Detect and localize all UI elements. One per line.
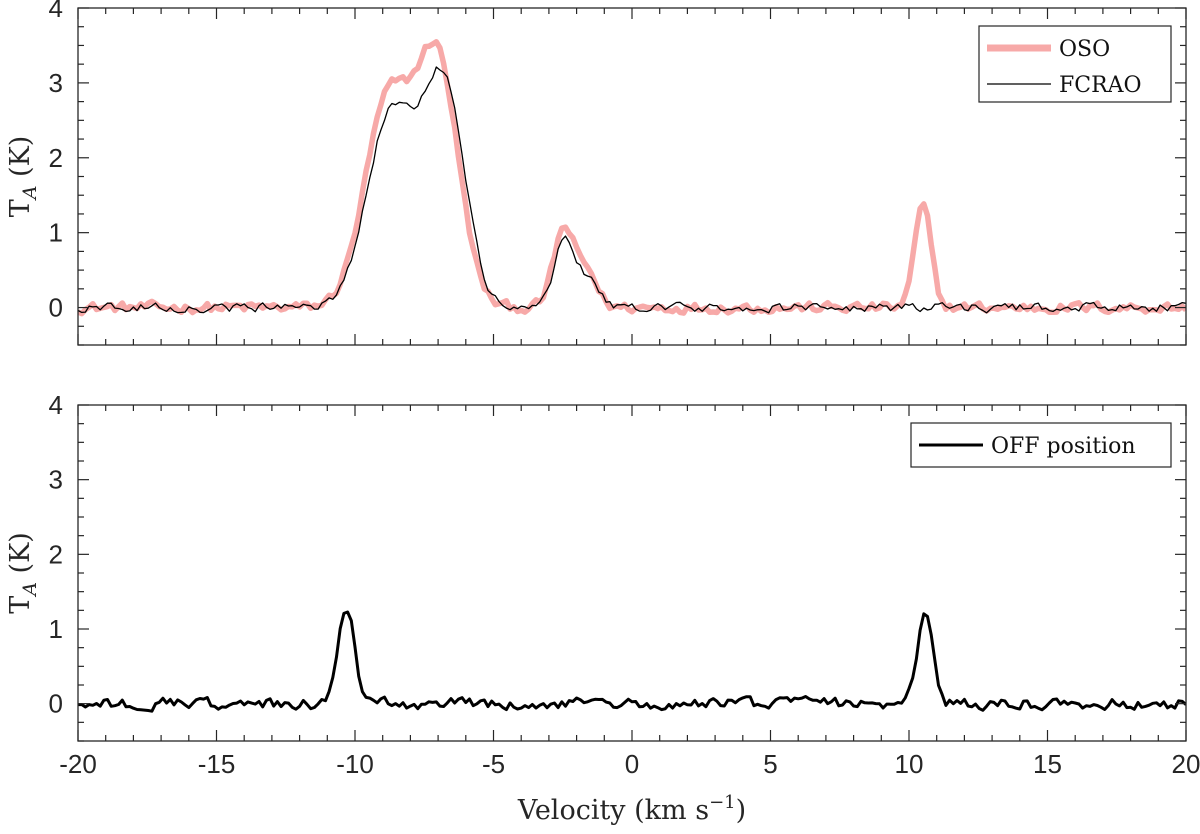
y-axis-label: TA (K) (5, 532, 41, 614)
y-tick-label: 3 (49, 465, 63, 495)
panel-2: -20 -15 -10 -5 0 5 10 15 20 0 1 2 3 4 TA (K) Velocity (… (5, 390, 1200, 826)
x-tick-label: 20 (1172, 749, 1200, 779)
y-tick-label: 4 (49, 0, 63, 23)
x-tick-label: -20 (59, 749, 97, 779)
series-line-off-position (78, 610, 1186, 713)
y-axis-label: TA (K) (5, 136, 41, 218)
legend-box (978, 25, 1172, 103)
legend: OSO FCRAO (978, 25, 1172, 103)
y-tick-label: 4 (49, 390, 63, 420)
legend: OFF position (910, 422, 1172, 468)
x-tick-label: 15 (1033, 749, 1062, 779)
legend-label: OSO (1059, 37, 1110, 62)
x-tick-label: -15 (198, 749, 236, 779)
y-tick-label: 3 (49, 68, 63, 98)
series-line-oso (78, 39, 1186, 317)
legend-label: FCRAO (1059, 73, 1142, 98)
x-tick-label: 0 (625, 749, 639, 779)
y-tick-label: 0 (49, 293, 63, 323)
x-tick-label: -10 (336, 749, 374, 779)
x-tick-label: 5 (763, 749, 777, 779)
legend-label: OFF position (991, 434, 1136, 459)
x-tick-label: 10 (895, 749, 924, 779)
series-line-fcrao (78, 66, 1186, 314)
y-tick-label: 1 (49, 614, 63, 644)
panel-1: 0 1 2 3 4 TA (K) OSO FCRAO (5, 0, 1187, 346)
x-tick-label: -5 (482, 749, 505, 779)
y-tick-label: 2 (49, 539, 63, 569)
x-axis-label: Velocity (km s−1) (517, 792, 746, 826)
y-tick-label: 1 (49, 218, 63, 248)
y-tick-label: 0 (49, 689, 63, 719)
y-tick-label: 2 (49, 143, 63, 173)
